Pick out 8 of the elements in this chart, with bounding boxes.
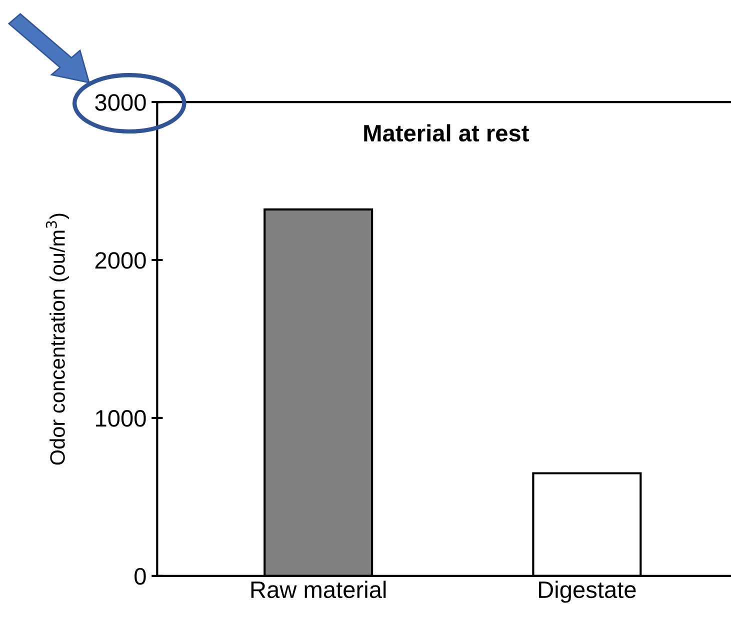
y-tick-label: 0 <box>134 568 146 585</box>
y-tick-label: 3000 <box>95 94 146 111</box>
y-tick-label: 2000 <box>95 252 146 269</box>
text: Material at rest <box>364 124 529 142</box>
y-tick-label: 1000 <box>96 410 146 427</box>
y-axis-title: Odor concentration (ou/m$^{3}$) <box>46 214 70 465</box>
x-tick-label: Raw material <box>251 580 386 598</box>
x-tick-label: Digestate <box>538 580 636 603</box>
